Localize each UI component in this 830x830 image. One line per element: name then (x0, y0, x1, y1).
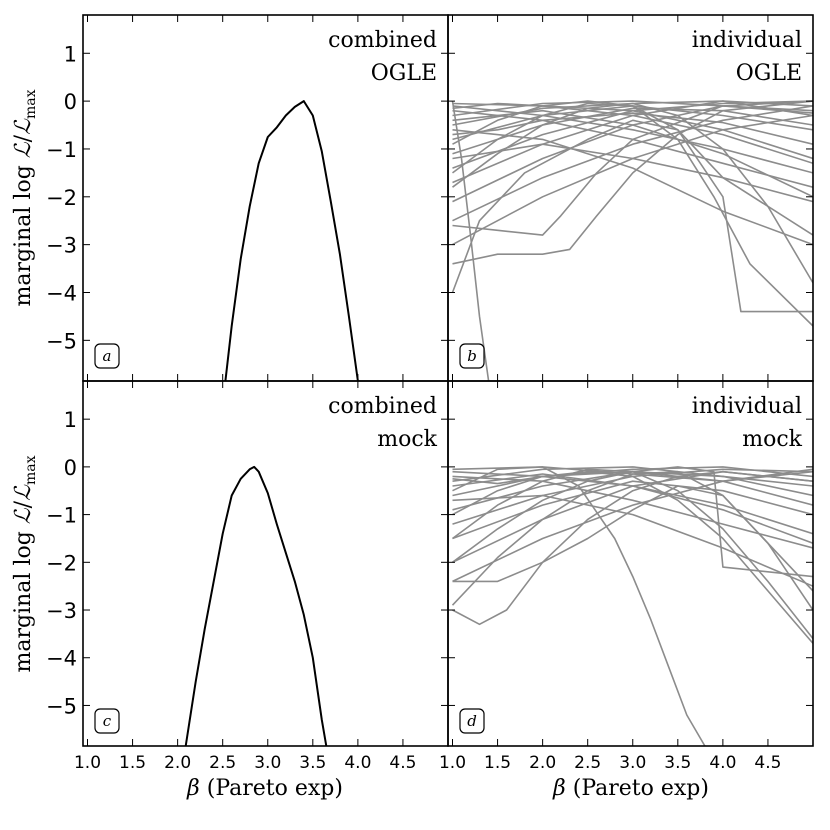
xtick-label: 2.0 (529, 753, 556, 773)
panel-tag-box (94, 343, 120, 369)
panel-tag-label: d (467, 712, 477, 730)
series-line-m20 (452, 470, 813, 506)
xtick-label: 2.5 (574, 753, 601, 773)
x-axis-label-right: β (Pareto exp) (552, 776, 709, 801)
ytick-label: −5 (46, 694, 77, 718)
panel-c: 1 0 −1 −2 −3 −4 −5 1.0 1.5 2.0 2.5 3.0 3.5 4.0 4.5 comb… (46, 380, 449, 773)
series-line-m14 (451, 470, 813, 611)
xtick-label: 3.5 (299, 753, 326, 773)
series-line-s23 (452, 102, 813, 165)
series-group (451, 466, 813, 746)
xtick-label: 4.0 (344, 753, 371, 773)
series-line-s22 (451, 119, 813, 293)
series-line-m16 (452, 466, 706, 746)
x-axis-label-left: β (Pareto exp) (186, 776, 343, 801)
panel-tag-label: c (103, 712, 112, 730)
ytick-label: 0 (64, 90, 77, 114)
ytick-label: 1 (64, 42, 77, 66)
panel-a: 1 0 −1 −2 −3 −4 −5 combined OGLE a (46, 14, 449, 382)
xtick-label: 1.5 (119, 753, 146, 773)
ytick-label: 0 (64, 456, 77, 480)
series-line-s14 (452, 143, 813, 203)
xtick-label: 1.0 (439, 753, 466, 773)
xtick-label: 4.5 (389, 753, 416, 773)
ytick-label: 1 (64, 408, 77, 432)
axes-frame (447, 380, 814, 747)
ytick-label: −1 (46, 138, 77, 162)
y-axis-label-bottom: marginal log ℒ/ℒmax (11, 455, 39, 672)
corner-annotation: OGLE (736, 61, 802, 86)
series-line-m7 (452, 475, 813, 549)
series-line-s6 (452, 109, 813, 169)
series-line-m15 (452, 470, 813, 626)
series-line-combined (224, 100, 359, 381)
xtick-label: 3.5 (664, 753, 691, 773)
panel-tag-label: b (467, 347, 477, 365)
corner-annotation: OGLE (371, 61, 437, 86)
xtick-label: 2.5 (209, 753, 236, 773)
series-line-s18 (452, 102, 813, 327)
ytick-label: −2 (46, 186, 77, 210)
series-line-s24 (452, 112, 813, 145)
xtick-label: 4.0 (709, 753, 736, 773)
series-line-s15 (452, 129, 813, 246)
ytick-label: −3 (46, 599, 77, 623)
series-group (451, 100, 813, 381)
ytick-label: −5 (46, 329, 77, 353)
ytick-label: −4 (46, 647, 77, 671)
corner-annotation: individual (692, 394, 802, 419)
ytick-label: −3 (46, 234, 77, 258)
xtick-label: 3.0 (254, 753, 281, 773)
xtick-label: 1.0 (74, 753, 101, 773)
series-line-s21 (452, 100, 813, 236)
panel-tag-box (459, 343, 485, 369)
corner-annotation: mock (377, 427, 437, 452)
series-line-s12 (452, 105, 813, 222)
series-line-m11 (452, 470, 813, 583)
series-line-s19 (451, 100, 490, 381)
series-line-m19 (452, 485, 813, 592)
corner-annotation: combined (328, 394, 437, 419)
panel-tag-box (459, 708, 485, 734)
series-line-s16 (452, 102, 813, 284)
series-group (184, 465, 328, 746)
series-line-m6 (452, 480, 813, 540)
panel-b: individual OGLE b (447, 14, 814, 382)
xtick-label: 3.0 (619, 753, 646, 773)
y-axis-label-top: marginal log ℒ/ℒmax (11, 89, 39, 306)
series-line-s9 (452, 105, 813, 174)
xtick-label: 4.5 (754, 753, 781, 773)
series-line-s20 (452, 100, 813, 265)
ytick-label: −2 (46, 551, 77, 575)
corner-annotation: mock (742, 427, 802, 452)
panel-tag-label: a (103, 347, 112, 365)
panel-d: 1.0 1.5 2.0 2.5 3.0 3.5 4.0 4.5 individual mock d (439, 380, 814, 773)
corner-annotation: individual (692, 28, 802, 53)
series-group (224, 100, 359, 381)
panel-tag-box (94, 708, 120, 734)
series-line-combined (184, 465, 328, 746)
series-line-m17 (452, 470, 813, 644)
plots-layer: 1 0 −1 −2 −3 −4 −5 combined OGLE a individual OGLE b… (46, 14, 814, 773)
series-line-s17 (452, 100, 813, 313)
corner-annotation: combined (328, 28, 437, 53)
series-line-m2 (452, 466, 813, 487)
ytick-label: −1 (46, 504, 77, 528)
xtick-label: 1.5 (484, 753, 511, 773)
xtick-label: 2.0 (164, 753, 191, 773)
ytick-label: −4 (46, 281, 77, 305)
